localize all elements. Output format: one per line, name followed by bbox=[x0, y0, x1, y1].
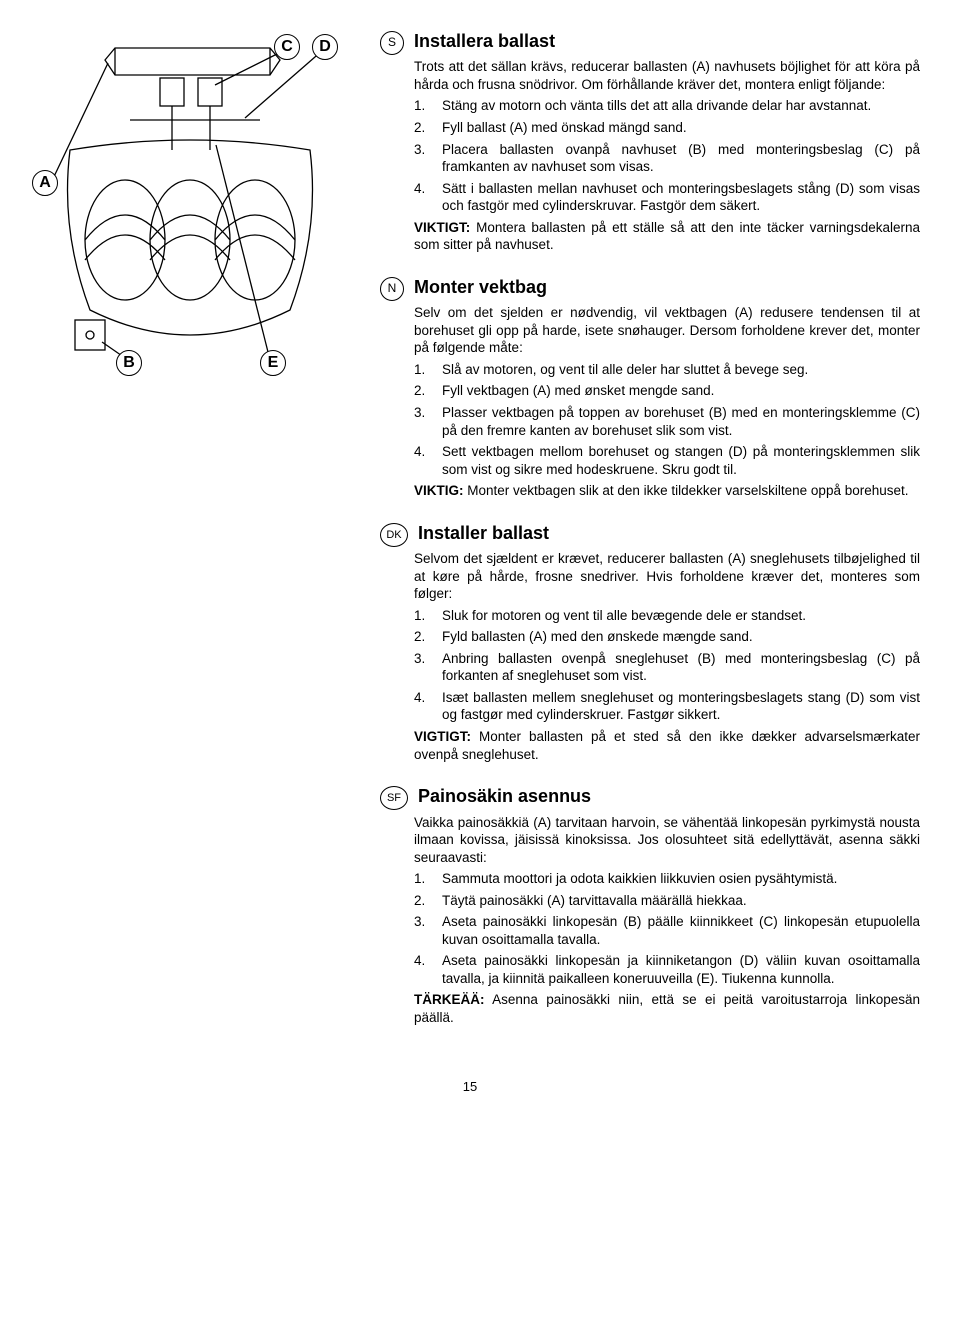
step-item: Fyld ballasten (A) med den ønskede mængd… bbox=[414, 628, 920, 646]
step-item: Plasser vektbagen på toppen av borehuset… bbox=[414, 404, 920, 439]
diagram-svg bbox=[20, 30, 360, 380]
important-label: VIGTIGT: bbox=[414, 729, 471, 744]
steps-list: Sluk for motoren og vent til alle bevæge… bbox=[414, 607, 920, 724]
section-title: Monter vektbag bbox=[414, 276, 547, 299]
section-intro: Vaikka painosäkkiä (A) tarvitaan harvoin… bbox=[414, 814, 920, 867]
lang-badge-s: S bbox=[380, 31, 404, 55]
section-intro: Selvom det sjældent er krævet, reducerer… bbox=[414, 550, 920, 603]
step-item: Anbring ballasten ovenpå sneglehuset (B)… bbox=[414, 650, 920, 685]
important-note: TÄRKEÄÄ: Asenna painosäkki niin, että se… bbox=[414, 991, 920, 1026]
right-column: S Installera ballast Trots att det sälla… bbox=[380, 30, 920, 1049]
section-intro: Trots att det sällan krävs, reducerar ba… bbox=[414, 58, 920, 93]
diagram-label-e: E bbox=[260, 350, 286, 376]
lang-badge-dk: DK bbox=[380, 523, 408, 547]
step-item: Slå av motoren, og vent til alle deler h… bbox=[414, 361, 920, 379]
diagram-label-a: A bbox=[32, 170, 58, 196]
section-norwegian: N Monter vektbag Selv om det sjelden er … bbox=[414, 276, 920, 500]
important-label: TÄRKEÄÄ: bbox=[414, 992, 485, 1007]
important-note: VIKTIGT: Montera ballasten på ett ställe… bbox=[414, 219, 920, 254]
step-item: Placera ballasten ovanpå navhuset (B) me… bbox=[414, 141, 920, 176]
step-item: Fyll ballast (A) med önskad mängd sand. bbox=[414, 119, 920, 137]
important-label: VIKTIG: bbox=[414, 483, 464, 498]
step-item: Fyll vektbagen (A) med ønsket mengde san… bbox=[414, 382, 920, 400]
section-intro: Selv om det sjelden er nødvendig, vil ve… bbox=[414, 304, 920, 357]
steps-list: Slå av motoren, og vent til alle deler h… bbox=[414, 361, 920, 478]
section-danish: DK Installer ballast Selvom det sjældent… bbox=[414, 522, 920, 763]
steps-list: Stäng av motorn och vänta tills det att … bbox=[414, 97, 920, 214]
important-label: VIKTIGT: bbox=[414, 220, 470, 235]
important-note: VIGTIGT: Monter ballasten på et sted så … bbox=[414, 728, 920, 763]
steps-list: Sammuta moottori ja odota kaikkien liikk… bbox=[414, 870, 920, 987]
step-item: Täytä painosäkki (A) tarvittavalla määrä… bbox=[414, 892, 920, 910]
section-title: Installer ballast bbox=[418, 522, 549, 545]
diagram-label-b: B bbox=[116, 350, 142, 376]
section-title: Painosäkin asennus bbox=[418, 785, 591, 808]
page-layout: A B C D E S Installera ballast Trots att… bbox=[20, 30, 920, 1049]
diagram-label-d: D bbox=[312, 34, 338, 60]
step-item: Sammuta moottori ja odota kaikkien liikk… bbox=[414, 870, 920, 888]
step-item: Sett vektbagen mellom borehuset og stang… bbox=[414, 443, 920, 478]
lang-badge-sf: SF bbox=[380, 786, 408, 810]
diagram-label-c: C bbox=[274, 34, 300, 60]
ballast-diagram: A B C D E bbox=[20, 30, 360, 380]
important-text: Monter ballasten på et sted så den ikke … bbox=[414, 729, 920, 762]
step-item: Isæt ballasten mellem sneglehuset og mon… bbox=[414, 689, 920, 724]
lang-badge-n: N bbox=[380, 277, 404, 301]
section-swedish: S Installera ballast Trots att det sälla… bbox=[414, 30, 920, 254]
step-item: Stäng av motorn och vänta tills det att … bbox=[414, 97, 920, 115]
important-text: Monter vektbagen slik at den ikke tildek… bbox=[467, 483, 908, 498]
step-item: Sätt i ballasten mellan navhuset och mon… bbox=[414, 180, 920, 215]
step-item: Aseta painosäkki linkopesän ja kiinniket… bbox=[414, 952, 920, 987]
left-column: A B C D E bbox=[20, 30, 360, 1049]
important-note: VIKTIG: Monter vektbagen slik at den ikk… bbox=[414, 482, 920, 500]
important-text: Montera ballasten på ett ställe så att d… bbox=[414, 220, 920, 253]
page-number: 15 bbox=[20, 1079, 920, 1096]
section-finnish: SF Painosäkin asennus Vaikka painosäkkiä… bbox=[414, 785, 920, 1026]
section-title: Installera ballast bbox=[414, 30, 555, 53]
step-item: Sluk for motoren og vent til alle bevæge… bbox=[414, 607, 920, 625]
important-text: Asenna painosäkki niin, että se ei peitä… bbox=[414, 992, 920, 1025]
step-item: Aseta painosäkki linkopesän (B) päälle k… bbox=[414, 913, 920, 948]
